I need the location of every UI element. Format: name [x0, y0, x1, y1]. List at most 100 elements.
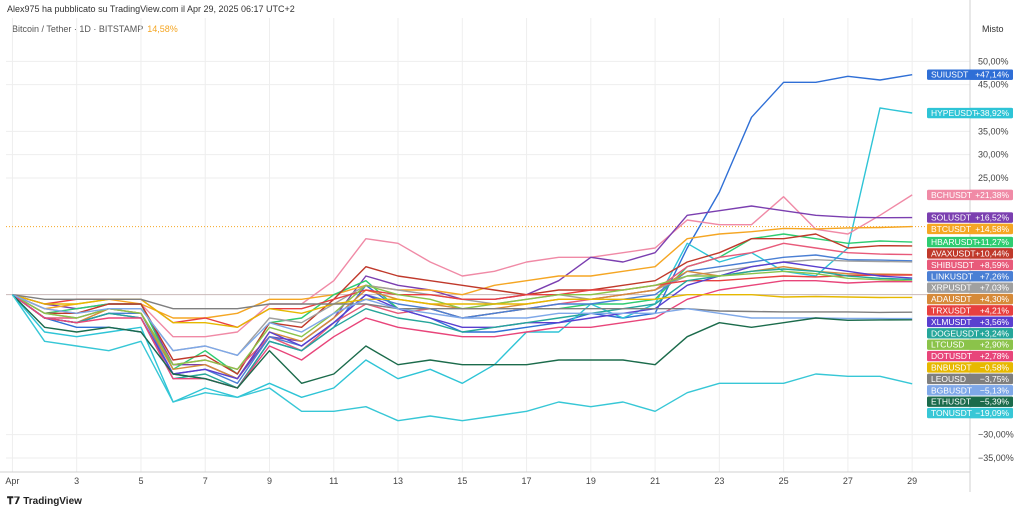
series-value: +11,27% [976, 237, 1010, 247]
x-axis: Apr 3 5 7 9 11 13 15 17 19 21 23 25 27 29 [5, 476, 917, 486]
series-value: +8,59% [980, 260, 1010, 270]
series-value: +3,24% [980, 328, 1010, 338]
symbol-change: 14,58% [147, 24, 178, 34]
series-label-avaxusdt: AVAXUSDT +10,44% [927, 248, 1013, 259]
series-label-bchusdt: BCHUSDT +21,38% [927, 189, 1013, 201]
series-value: −3,75% [980, 374, 1010, 384]
series-label-dogeusdt: DOGEUSDT +3,24% [927, 328, 1013, 339]
series-label-btcusdt: BTCUSDT +14,58% [927, 223, 1013, 235]
series-label-linkusdt: LINKUSDT +7,26% [927, 271, 1013, 282]
series-labels: SUIUSDT +47,14% HYPEUSDT+38,92% BCHUSDT +21,… [927, 69, 1013, 419]
y-tick-label: 35,00% [978, 126, 1009, 136]
x-tick-label: 13 [393, 476, 403, 486]
series-label-dotusdt: DOTUSDT +2,78% [927, 350, 1013, 362]
published-header: Alex975 ha pubblicato su TradingView.com… [7, 4, 295, 14]
series-value: −0,58% [980, 362, 1010, 372]
series-line-leousd [12, 294, 913, 314]
x-tick-label: 21 [650, 476, 660, 486]
series-line-dotusdt [11, 280, 913, 389]
series-name: ETHUSDT [931, 397, 971, 407]
series-name: SOLUSDT [931, 213, 971, 223]
x-tick-label: 3 [74, 476, 79, 486]
series-name: TRXUSDT [931, 305, 971, 315]
x-tick-label: 25 [779, 476, 789, 486]
series-line-ethusdt [11, 294, 913, 389]
logo-icon: 𝐓𝟳 [7, 496, 24, 507]
series-line-bgbusdt [12, 294, 913, 356]
series-name: ADAUSDT [931, 294, 972, 304]
series-name: XLMUSDT [931, 317, 972, 327]
series-label-adausdt: ADAUSDT +4,30% [927, 293, 1013, 305]
series-value: −19,09% [975, 408, 1009, 418]
series-name: BTCUSDT [931, 224, 971, 234]
series-name: LINKUSDT [931, 271, 973, 281]
series-label-suiusdt: SUIUSDT +47,14% [927, 69, 1013, 80]
series-name: HYPEUSDT [931, 108, 977, 118]
series-value: +3,56% [980, 317, 1010, 327]
symbol-legend[interactable]: Bitcoin / Tether · 1D · BITSTAMP 14,58% [12, 24, 178, 34]
series-name: HBARUSDT [931, 237, 978, 247]
logo-text: TradingView [23, 496, 82, 507]
series-value: +7,03% [980, 283, 1010, 293]
series-line-hypeusdt [11, 107, 913, 403]
x-tick-label: 15 [457, 476, 467, 486]
series-label-bnbusdt: BNBUSDT −0,58% [927, 362, 1013, 373]
x-tick-label: 29 [907, 476, 917, 486]
x-tick-label: 9 [267, 476, 272, 486]
y-tick-label: 50,00% [978, 56, 1009, 66]
series-label-leousd: LEOUSD −3,75% [927, 373, 1013, 385]
series-line-tonusdt [11, 294, 913, 422]
series-line-bchusdt [12, 194, 913, 338]
series-label-ethusdt: ETHUSDT −5,39% [927, 396, 1013, 407]
series-name: DOTUSDT [931, 351, 972, 361]
series-value: −5,13% [980, 385, 1010, 395]
series-name: BGBUSDT [931, 385, 972, 395]
series-name: LEOUSD [931, 374, 966, 384]
series-label-hbarusdt: HBARUSDT+11,27% [927, 236, 1013, 248]
series-label-hypeusdt: HYPEUSDT+38,92% [927, 107, 1013, 119]
series-value: +21,38% [975, 190, 1009, 200]
series-line-xlmusdt [11, 261, 913, 380]
x-tick-label: 27 [843, 476, 853, 486]
series-name: BCHUSDT [931, 190, 972, 200]
series-value: +4,21% [980, 305, 1010, 315]
series-lines [11, 74, 913, 422]
series-value: +2,90% [980, 340, 1010, 350]
series-value: +4,30% [980, 294, 1010, 304]
series-label-xlmusdt: XLMUSDT +3,56% [927, 316, 1013, 328]
series-label-shibusdt: SHIBUSDT +8,59% [927, 259, 1013, 271]
y-axis: 50,00% 45,00% 35,00% 30,00% 25,00% −30,00% −35… [978, 56, 1014, 463]
series-value: +16,52% [975, 213, 1009, 223]
y-tick-label: −35,00% [978, 453, 1014, 463]
series-line-avaxusdt [12, 233, 913, 375]
x-tick-label: 19 [586, 476, 596, 486]
series-label-tonusdt: TONUSDT −19,09% [927, 407, 1013, 419]
x-tick-label: 5 [138, 476, 143, 486]
series-name: AVAXUSDT [931, 248, 976, 258]
series-value: +2,78% [980, 351, 1010, 361]
series-label-xrpusdt: XRPUSDT +7,03% [927, 282, 1013, 293]
symbol-name: Bitcoin / Tether · 1D · BITSTAMP [12, 24, 144, 34]
series-label-bgbusdt: BGBUSDT −5,13% [927, 385, 1013, 396]
series-name: XRPUSDT [931, 283, 972, 293]
series-line-btcusdt [12, 225, 913, 319]
x-tick-label: 17 [522, 476, 532, 486]
series-name: TONUSDT [931, 408, 972, 418]
series-name: BNBUSDT [931, 362, 972, 372]
series-name: DOGEUSDT [931, 328, 979, 338]
series-value: +14,58% [975, 224, 1009, 234]
y-tick-label: 25,00% [978, 173, 1009, 183]
y-tick-label: 30,00% [978, 150, 1009, 160]
series-value: +38,92% [975, 108, 1009, 118]
series-value: +10,44% [975, 248, 1009, 258]
series-value: +7,26% [980, 271, 1010, 281]
series-value: +47,14% [975, 70, 1009, 80]
y-tick-label: 45,00% [978, 80, 1009, 90]
series-name: SUIUSDT [931, 70, 968, 80]
series-name: SHIBUSDT [931, 260, 974, 270]
series-value: −5,39% [980, 397, 1010, 407]
x-tick-label: 11 [329, 476, 338, 486]
x-tick-label: 7 [203, 476, 208, 486]
scale-mode[interactable]: Misto [982, 24, 1004, 34]
